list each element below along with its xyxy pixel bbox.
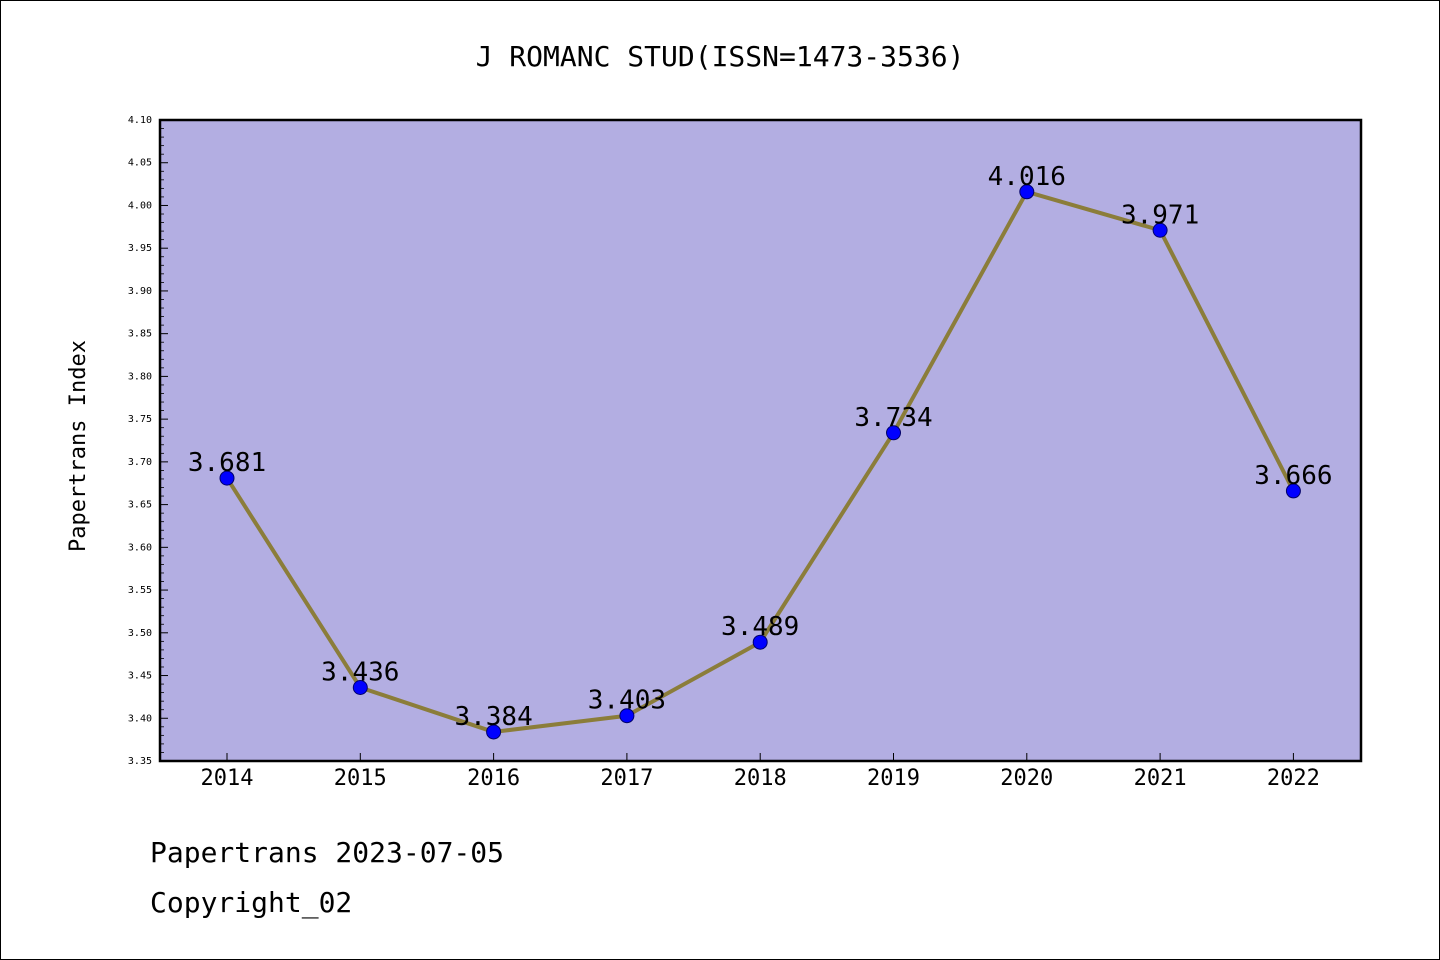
x-axis-ticks: 2014 2015 2016 2017 2018 2019 2020 2021 2022 (201, 753, 1320, 791)
x-tick-label: 2021 (1134, 766, 1187, 791)
x-tick-label: 2019 (867, 766, 920, 791)
data-point-label: 3.403 (588, 686, 666, 716)
x-tick-label: 2014 (201, 766, 254, 791)
y-tick-label: 3.40 (128, 713, 152, 724)
data-point-marker (486, 724, 502, 740)
y-tick-label: 4.00 (128, 200, 152, 211)
data-point-label: 4.016 (988, 162, 1066, 192)
y-tick-label: 4.10 (128, 115, 152, 126)
x-tick-label: 2017 (600, 766, 653, 791)
y-tick-label: 3.90 (128, 286, 152, 297)
y-tick-label: 3.65 (128, 500, 152, 511)
y-tick-label: 3.80 (128, 371, 152, 382)
data-point-marker (752, 634, 768, 650)
y-axis-label: Papertrans Index (66, 340, 91, 552)
footer-copyright-text: Copyright_02 (150, 886, 353, 919)
footer-date-text: Papertrans 2023-07-05 (150, 836, 505, 869)
data-point-label: 3.489 (721, 612, 799, 642)
data-point-marker (352, 679, 368, 695)
y-tick-label: 3.35 (128, 756, 152, 767)
x-tick-label: 2022 (1267, 766, 1320, 791)
y-tick-label: 3.85 (128, 329, 152, 340)
data-point-marker (619, 708, 635, 724)
data-point-label: 3.971 (1121, 200, 1199, 230)
y-tick-label: 3.45 (128, 671, 152, 682)
x-tick-label: 2015 (334, 766, 387, 791)
data-point-marker (219, 470, 235, 486)
y-axis-ticks: 3.35 3.40 3.45 3.50 3.55 3.60 3.65 3.70 3.75 3.80… (128, 115, 168, 767)
x-tick-label: 2016 (467, 766, 520, 791)
x-tick-label: 2020 (1000, 766, 1053, 791)
y-tick-label: 4.05 (128, 158, 152, 169)
data-point-marker (1019, 184, 1035, 200)
data-point-label: 3.384 (454, 702, 532, 732)
y-tick-label: 3.75 (128, 414, 152, 425)
data-point-marker (1152, 222, 1168, 238)
y-tick-label: 3.60 (128, 542, 152, 553)
data-point-marker (886, 425, 901, 441)
data-point-label: 3.734 (854, 403, 932, 433)
y-tick-label: 3.50 (128, 628, 152, 639)
y-tick-label: 3.95 (128, 243, 152, 254)
data-point-marker (1285, 483, 1301, 499)
x-tick-label: 2018 (734, 766, 787, 791)
chart-title: J ROMANC STUD(ISSN=1473-3536) (476, 40, 965, 73)
y-tick-label: 3.70 (128, 457, 152, 468)
data-point-label: 3.436 (321, 657, 399, 687)
y-tick-label: 3.55 (128, 585, 152, 596)
data-point-label: 3.681 (188, 448, 266, 478)
data-point-label: 3.666 (1254, 461, 1332, 491)
series-layer: 3.681 3.436 3.384 3.403 3.489 3.734 4.016 3.971… (188, 162, 1333, 740)
